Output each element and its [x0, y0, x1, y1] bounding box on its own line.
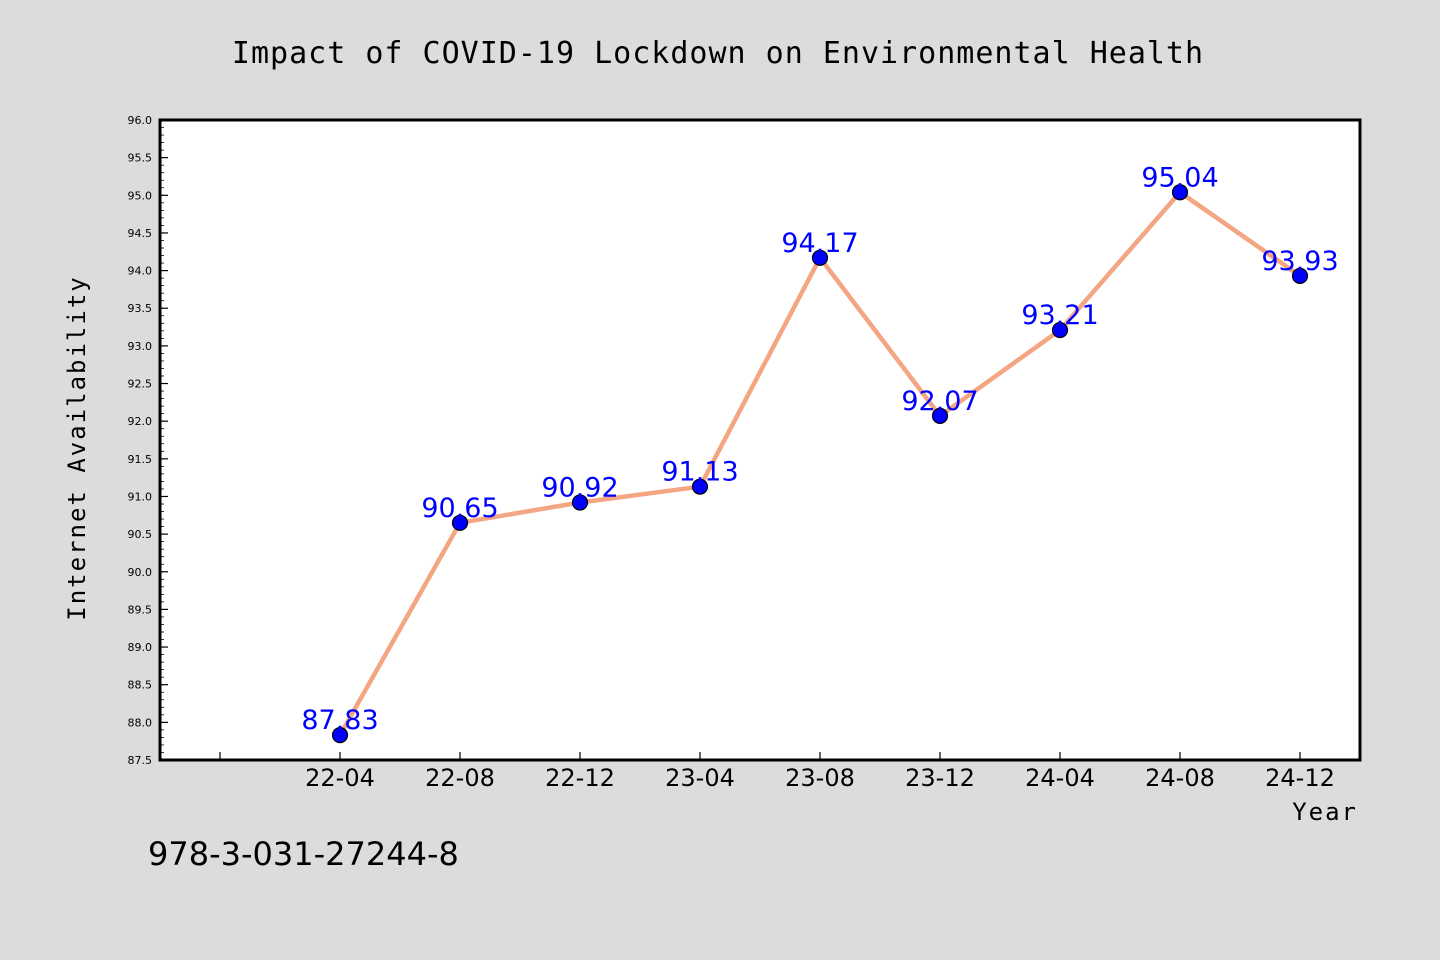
- data-label: 90.65: [421, 493, 498, 524]
- x-tick-label: 24-04: [1025, 764, 1095, 792]
- data-label: 93.93: [1261, 246, 1338, 277]
- y-tick-label: 92.5: [128, 378, 153, 391]
- y-tick-label: 95.5: [128, 152, 153, 165]
- y-tick-label: 95.0: [128, 189, 153, 202]
- x-tick-label: 23-08: [785, 764, 855, 792]
- data-point: [811, 249, 829, 266]
- isbn-text: 978-3-031-27244-8: [148, 835, 459, 873]
- data-point: [691, 478, 709, 495]
- data-label: 95.04: [1141, 162, 1218, 193]
- plot-area: [160, 120, 1360, 760]
- data-point: [1051, 321, 1069, 339]
- data-label: 92.07: [901, 386, 978, 417]
- y-tick-label: 96.0: [128, 114, 153, 127]
- y-tick-label: 94.0: [128, 265, 153, 278]
- data-labels: 87.83 90.65 90.92 91.13 94.17 92.07 93.21 95.04…: [301, 162, 1338, 736]
- x-tick-label: 22-04: [305, 764, 375, 792]
- data-point: [571, 494, 589, 511]
- y-tick-label: 91.0: [128, 490, 153, 503]
- x-tick-label: 22-08: [425, 764, 495, 792]
- data-label: 94.17: [781, 228, 858, 259]
- data-point: [931, 407, 949, 425]
- x-axis: 22-04 22-08 22-12 23-04 23-08 23-12 24-04 24-08…: [219, 752, 1335, 792]
- data-label: 87.83: [301, 705, 378, 736]
- y-tick-label: 90.5: [128, 528, 153, 541]
- y-tick-label: 91.5: [128, 453, 153, 466]
- y-tick-label: 89.0: [128, 641, 153, 654]
- x-tick-label: 24-08: [1145, 764, 1215, 792]
- y-tick-label: 94.5: [128, 227, 153, 240]
- data-point: [451, 514, 469, 531]
- y-tick-label: 89.5: [128, 603, 153, 616]
- y-tick-label: 93.5: [128, 302, 153, 315]
- y-tick-label: 90.0: [128, 566, 153, 579]
- x-tick-label: 24-12: [1265, 764, 1335, 792]
- x-tick-label: 23-12: [905, 764, 975, 792]
- y-tick-label: 88.5: [128, 679, 153, 692]
- data-point: [1291, 267, 1309, 284]
- plot-frame: [158, 118, 1362, 762]
- data-markers: [331, 184, 1309, 744]
- x-tick-label: 23-04: [665, 764, 735, 792]
- x-tick-label: 22-12: [545, 764, 615, 792]
- data-label: 90.92: [541, 472, 618, 503]
- y-tick-label: 92.0: [128, 415, 153, 428]
- data-point: [1171, 184, 1189, 201]
- data-label: 93.21: [1021, 300, 1098, 331]
- chart-title: Impact of COVID-19 Lockdown on Environme…: [232, 36, 1204, 71]
- y-axis-label: Internet Availability: [63, 275, 91, 620]
- y-tick-label: 87.5: [128, 754, 153, 767]
- x-axis-label: Year: [1292, 798, 1358, 826]
- data-point: [331, 727, 349, 744]
- data-label: 91.13: [661, 457, 738, 488]
- y-tick-label: 88.0: [128, 716, 153, 729]
- y-axis: 87.5 88.0 88.5 89.0 89.5 90.0 90.5 91.0 91.5 92.0…: [128, 114, 168, 767]
- y-tick-label: 93.0: [128, 340, 153, 353]
